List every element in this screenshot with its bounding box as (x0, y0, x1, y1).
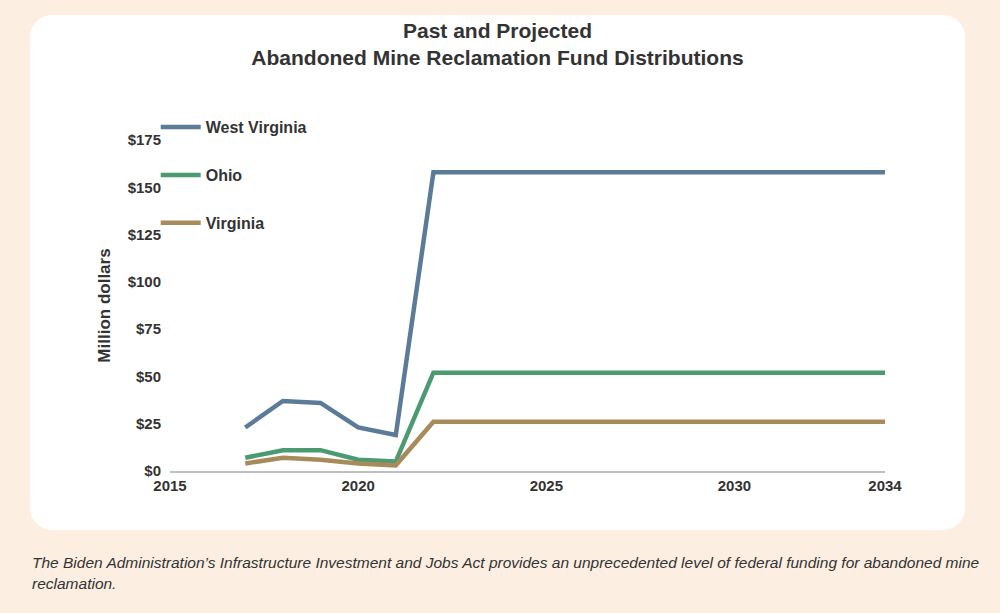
svg-text:$150: $150 (128, 179, 161, 196)
svg-text:Virginia: Virginia (206, 215, 264, 232)
svg-text:Ohio: Ohio (206, 167, 243, 184)
svg-text:$75: $75 (136, 320, 161, 337)
svg-text:$175: $175 (128, 131, 161, 148)
svg-text:2020: 2020 (341, 477, 374, 494)
svg-text:$50: $50 (136, 368, 161, 385)
svg-text:2025: 2025 (530, 477, 563, 494)
svg-text:Million dollars: Million dollars (95, 248, 114, 362)
svg-text:$125: $125 (128, 226, 161, 243)
svg-text:2034: 2034 (868, 477, 902, 494)
svg-text:2015: 2015 (153, 477, 186, 494)
svg-text:$0: $0 (144, 462, 161, 479)
svg-text:West Virginia: West Virginia (206, 119, 307, 136)
svg-text:$100: $100 (128, 273, 161, 290)
svg-text:$25: $25 (136, 415, 161, 432)
svg-text:2030: 2030 (718, 477, 751, 494)
svg-text:Past and ProjectedAbandoned Mi: Past and ProjectedAbandoned Mine Reclama… (251, 19, 743, 69)
html-text:The Biden Administration’s Inf: The Biden Administration’s Infrastructur… (32, 554, 980, 592)
